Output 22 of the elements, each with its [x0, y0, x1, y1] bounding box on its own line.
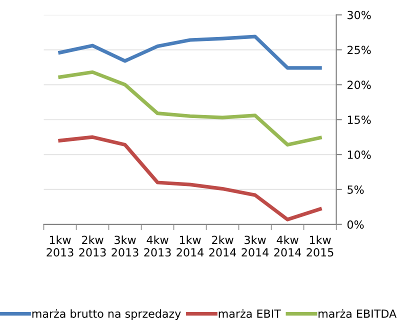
x-tick-label: 4kw 2014 [274, 236, 302, 257]
legend-label: marża brutto na sprzedazy [32, 309, 181, 320]
x-tick-label: 2kw 2014 [209, 236, 236, 257]
y-tick-label: 0% [347, 220, 364, 229]
x-tick-label: 1kw 2014 [176, 236, 204, 257]
legend-label: marża EBIT [218, 309, 281, 318]
x-tick-label: 1kw 2013 [46, 236, 74, 257]
x-tick-label: 3kw 2013 [112, 236, 138, 257]
y-tick-label: 20% [348, 80, 371, 90]
x-tick-label: 3kw 2014 [242, 236, 269, 257]
legend-label: marża EBITDA [318, 309, 397, 318]
line-series [58, 70, 322, 147]
x-tick-label: 2kw 2013 [79, 236, 106, 257]
y-tick-label: 5% [348, 185, 364, 194]
y-tick-label: 25% [348, 46, 371, 54]
line-series [58, 135, 322, 222]
line-series [58, 34, 322, 70]
y-tick-label: 10% [348, 150, 371, 159]
x-tick-label: 1kw 2015 [306, 236, 334, 257]
y-tick-label: 15% [348, 116, 371, 124]
y-tick-label: 30% [348, 10, 371, 20]
x-tick-label: 4kw 2013 [144, 236, 171, 257]
